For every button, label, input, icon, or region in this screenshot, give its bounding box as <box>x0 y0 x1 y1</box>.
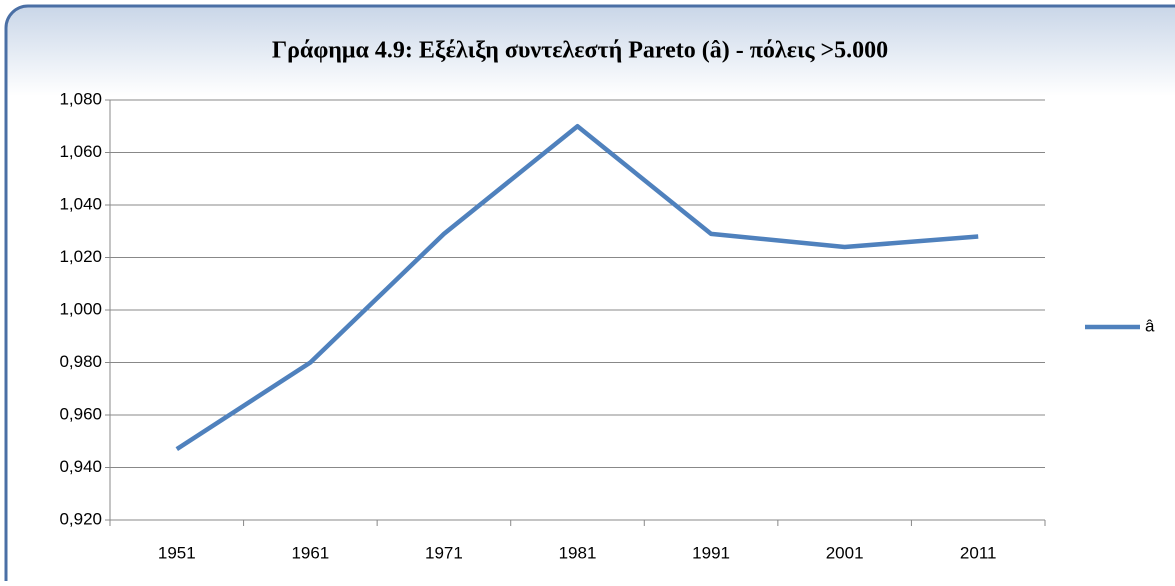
chart-frame <box>4 4 1175 586</box>
x-tick-label: 1951 <box>158 543 196 562</box>
data-line <box>175 124 979 452</box>
y-tick-label: 0,980 <box>59 352 102 371</box>
y-tick-label: 0,920 <box>59 509 102 528</box>
x-tick-label: 1991 <box>692 543 730 562</box>
y-tick-label: 1,060 <box>59 142 102 161</box>
y-tick-label: 0,960 <box>59 404 102 423</box>
y-tick-label: 1,020 <box>59 247 102 266</box>
y-tick-label: 1,000 <box>59 299 102 318</box>
y-tick-label: 1,080 <box>59 89 102 108</box>
legend-label: â <box>1145 316 1155 335</box>
x-tick-label: 2011 <box>960 543 997 562</box>
x-tick-label: 1981 <box>559 543 597 562</box>
x-tick-label: 1961 <box>291 543 329 562</box>
x-tick-label: 1971 <box>425 543 463 562</box>
y-tick-label: 0,940 <box>59 457 102 476</box>
x-tick-label: 2001 <box>826 543 864 562</box>
y-tick-label: 1,040 <box>59 194 102 213</box>
chart-title: Γράφημα 4.9: Εξέλιξη συντελεστή Pareto (… <box>272 38 888 64</box>
